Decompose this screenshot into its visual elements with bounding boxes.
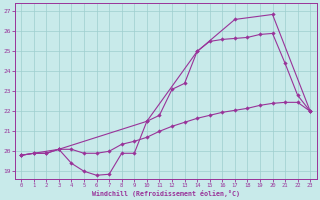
X-axis label: Windchill (Refroidissement éolien,°C): Windchill (Refroidissement éolien,°C) — [92, 190, 240, 197]
